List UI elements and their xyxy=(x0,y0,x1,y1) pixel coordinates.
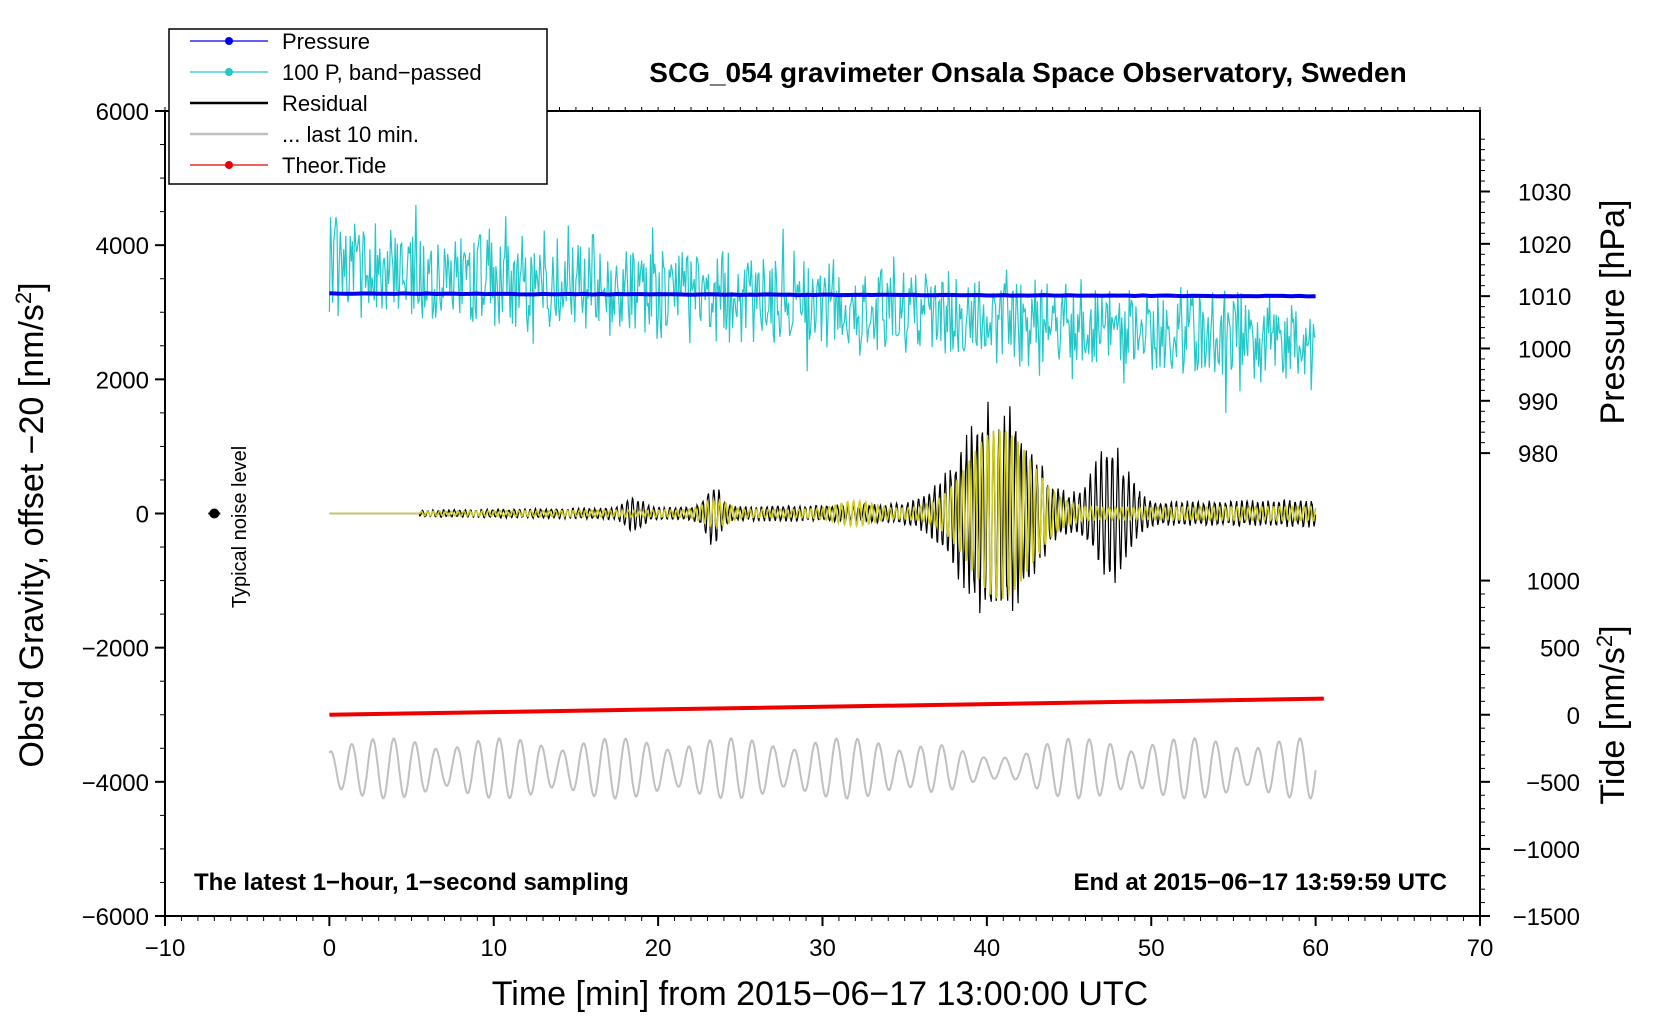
tide-tick-label: 0 xyxy=(1567,703,1580,730)
pressure-tick-label: 1020 xyxy=(1518,232,1571,259)
legend-label: ... last 10 min. xyxy=(282,122,419,147)
noise-dot xyxy=(209,508,220,519)
annotation-sampling: The latest 1−hour, 1−second sampling xyxy=(194,869,629,896)
series-band-passed-pressure xyxy=(328,204,1317,413)
tide-tick-label: −1000 xyxy=(1513,837,1580,864)
legend-box xyxy=(168,28,548,185)
pressure-tick-label: 1030 xyxy=(1518,180,1571,207)
y-axis-label-left-text: Obs'd Gravity, offset −20 [nm/s xyxy=(13,304,51,767)
legend-label: Theor.Tide xyxy=(282,153,386,178)
series-pressure xyxy=(329,291,1316,299)
legend-marker xyxy=(225,37,233,45)
pressure-tick-label: 990 xyxy=(1518,389,1558,416)
y-axis-label-left-close: ] xyxy=(13,282,51,291)
x-tick-label: 20 xyxy=(645,935,672,962)
series-filtered-residual xyxy=(329,429,1317,600)
series-theor-tide xyxy=(329,696,1324,717)
y-axis-label-left-sup: 2 xyxy=(11,292,36,304)
tide-tick-label: −500 xyxy=(1526,770,1580,797)
y-tick-label: 0 xyxy=(136,502,149,529)
y-tick-label: 2000 xyxy=(96,367,149,394)
x-tick-label: 40 xyxy=(974,935,1001,962)
x-tick-label: 10 xyxy=(480,935,507,962)
legend: Pressure 100 P, band−passed Residual ... la… xyxy=(168,28,548,185)
y-axis-label-tide-text: Tide [nm/s xyxy=(1594,647,1632,804)
legend-label: Residual xyxy=(282,91,368,116)
pressure-tick-label: 980 xyxy=(1518,441,1558,468)
tide-tick-label: 500 xyxy=(1540,636,1580,663)
annotation-end-time: End at 2015−06−17 13:59:59 UTC xyxy=(1073,869,1447,896)
y-tick-label: 6000 xyxy=(96,99,149,126)
y-tick-label: −4000 xyxy=(82,770,149,797)
y-tick-label: 4000 xyxy=(96,233,149,260)
pressure-tick-label: 1010 xyxy=(1518,284,1571,311)
pressure-tick-label: 1000 xyxy=(1518,336,1571,363)
noise-level-label: Typical noise level xyxy=(229,446,251,608)
x-tick-label: 50 xyxy=(1138,935,1165,962)
y-axis-label-tide-close: ] xyxy=(1594,625,1632,634)
chart-title: SCG_054 gravimeter Onsala Space Observat… xyxy=(649,57,1406,88)
legend-marker xyxy=(225,68,233,76)
y-axis-label-tide-sup: 2 xyxy=(1592,635,1617,647)
x-axis-label: Time [min] from 2015−06−17 13:00:00 UTC xyxy=(492,975,1148,1013)
y-axis-label-pressure: Pressure [hPa] xyxy=(1594,200,1632,425)
series-last-10-min xyxy=(328,736,1317,800)
x-tick-label: 0 xyxy=(323,935,336,962)
series-layer xyxy=(328,204,1324,800)
legend-marker xyxy=(225,161,233,169)
tide-tick-label: 1000 xyxy=(1527,569,1580,596)
noise-marker xyxy=(208,508,221,519)
y-axis-label-tide: Tide [nm/s2] xyxy=(1592,625,1633,804)
tick-layer: −10 0 10 20 30 40 50 60 706000400020000−2000−400… xyxy=(82,99,1580,962)
y-axis-label-left: Obs'd Gravity, offset −20 [nm/s2] xyxy=(11,282,52,767)
x-tick-label: −10 xyxy=(145,935,186,962)
y-tick-label: −2000 xyxy=(82,636,149,663)
x-tick-label: 70 xyxy=(1467,935,1494,962)
legend-label: 100 P, band−passed xyxy=(282,60,482,85)
x-tick-label: 60 xyxy=(1302,935,1329,962)
legend-label: Pressure xyxy=(282,29,370,54)
tide-tick-label: −1500 xyxy=(1513,904,1580,931)
x-tick-label: 30 xyxy=(809,935,836,962)
y-tick-label: −6000 xyxy=(82,904,149,931)
